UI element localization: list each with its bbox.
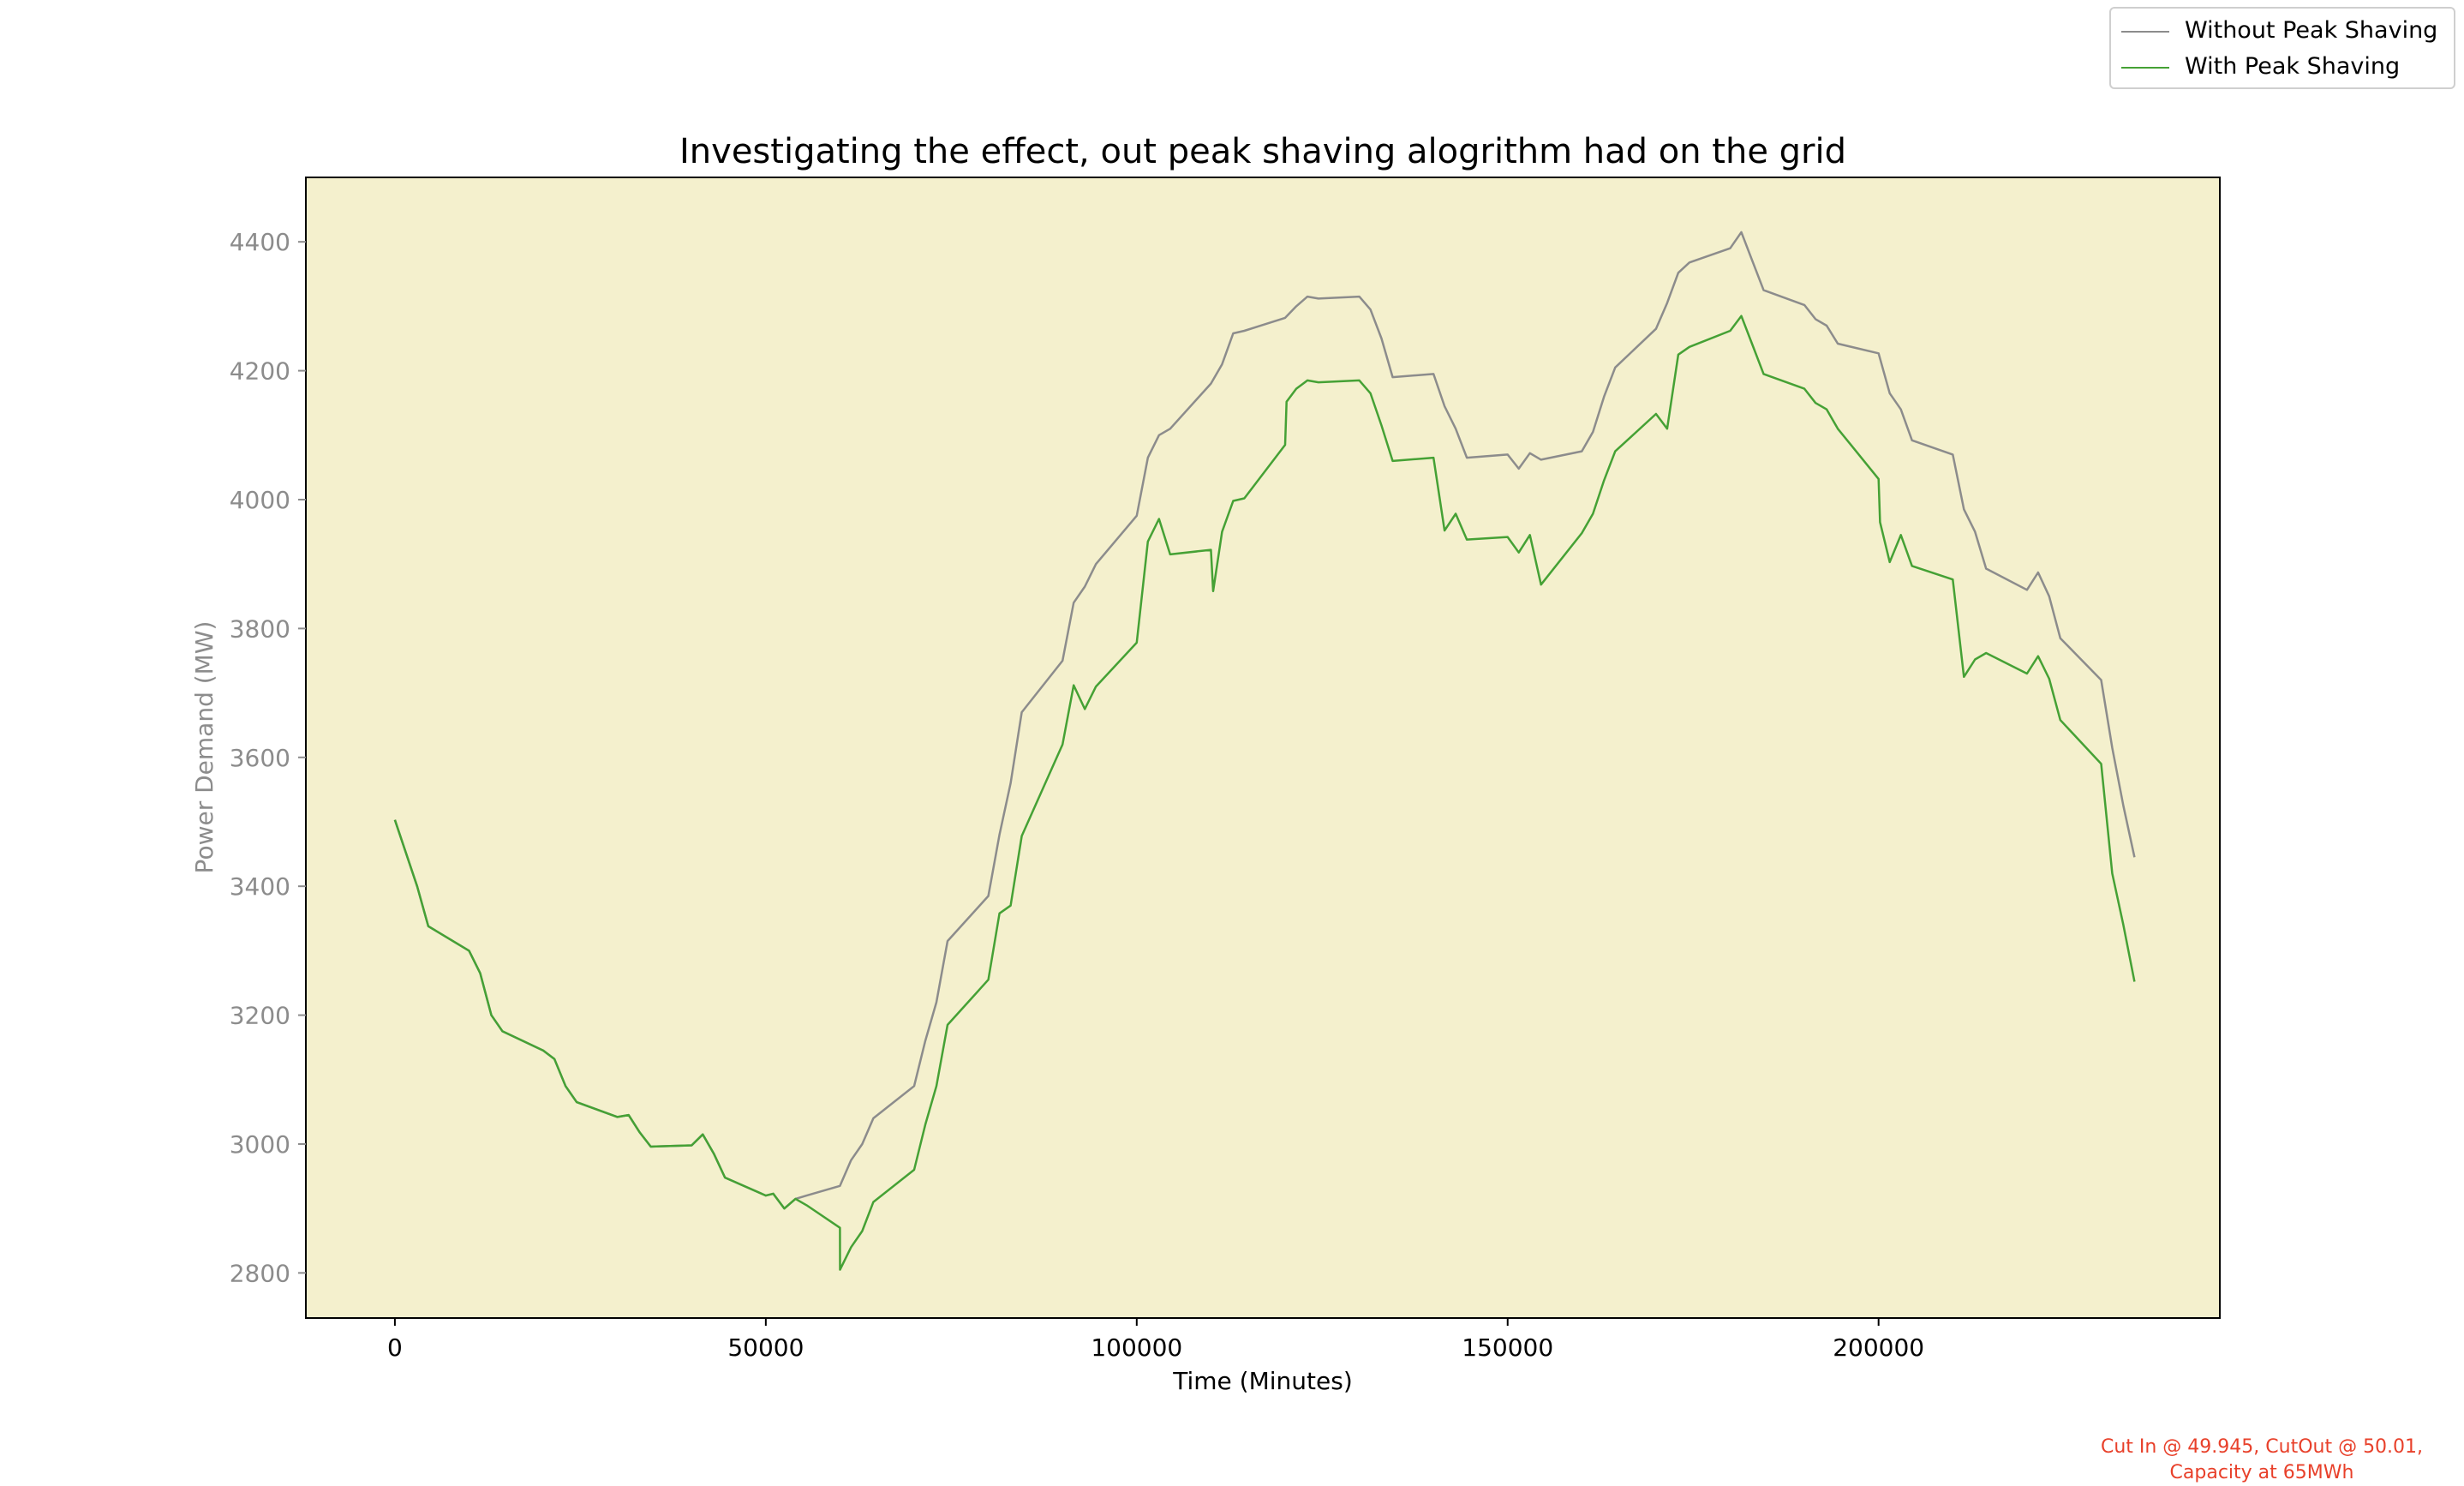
legend-item-with-peak-shaving: With Peak Shaving: [2111, 51, 2454, 86]
x-tick-label: 0: [387, 1333, 403, 1362]
x-axis: 0 50000 100000 150000 200000: [387, 1318, 1924, 1362]
y-tick-label: 3600: [230, 744, 290, 772]
y-tick-label: 4200: [230, 357, 290, 386]
y-tick-label: 3400: [230, 872, 290, 901]
legend-item-without-peak-shaving: Without Peak Shaving: [2111, 15, 2454, 50]
y-tick-label: 3200: [230, 1002, 290, 1030]
legend: Without Peak Shaving With Peak Shaving: [2109, 7, 2455, 89]
annotation-line-2: Capacity at 65MWh: [2169, 1462, 2354, 1483]
plot-area: [306, 177, 2220, 1318]
plot-frame: [305, 177, 2221, 1319]
chart-title: Investigating the effect, out peak shavi…: [679, 132, 1846, 171]
y-tick-label: 3000: [230, 1130, 290, 1159]
y-axis: 2800 3000 3200 3400 3600 3800 4000 4200 4400: [230, 228, 306, 1287]
y-tick-label: 4000: [230, 486, 290, 514]
annotation-line-1: Cut In @ 49.945, CutOut @ 50.01,: [2100, 1436, 2424, 1458]
parameter-annotation: Cut In @ 49.945, CutOut @ 50.01, Capacit…: [2056, 1435, 2464, 1486]
legend-line-without: [2121, 31, 2169, 33]
y-tick-label: 3800: [230, 614, 290, 643]
y-tick-label: 2800: [230, 1259, 290, 1287]
legend-label-without: Without Peak Shaving: [2185, 17, 2438, 44]
legend-line-with: [2121, 67, 2169, 69]
x-tick-label: 150000: [1462, 1333, 1553, 1362]
x-tick-label: 200000: [1833, 1333, 1924, 1362]
y-tick-label: 4400: [230, 228, 290, 256]
x-tick-label: 100000: [1091, 1333, 1182, 1362]
legend-label-with: With Peak Shaving: [2185, 53, 2401, 80]
series-line-with-peak-shaving: [393, 315, 2136, 1271]
x-tick-label: 50000: [727, 1333, 804, 1362]
x-axis-label: Time (Minutes): [1172, 1367, 1353, 1395]
y-axis-label: Power Demand (MW): [190, 621, 218, 874]
